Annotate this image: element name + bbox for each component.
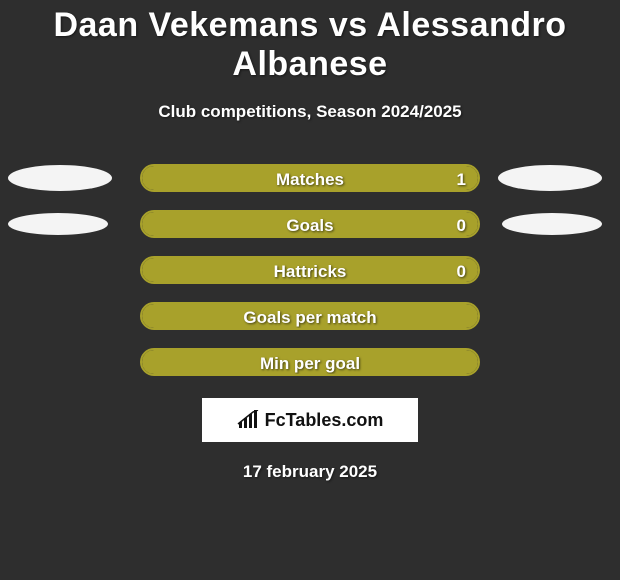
- stat-bar: Min per goal: [140, 348, 480, 376]
- stat-value: 0: [457, 258, 466, 284]
- right-ellipse: [498, 165, 602, 191]
- logo-box: FcTables.com: [202, 398, 418, 442]
- stat-label: Goals: [142, 212, 478, 238]
- bar-chart-icon: [237, 410, 261, 430]
- stat-row: Hattricks0: [0, 256, 620, 284]
- stat-label: Hattricks: [142, 258, 478, 284]
- stat-row: Goals0: [0, 210, 620, 238]
- stat-bar: Goals0: [140, 210, 480, 238]
- left-ellipse: [8, 213, 108, 235]
- stat-row: Min per goal: [0, 348, 620, 376]
- logo-text: FcTables.com: [265, 410, 384, 431]
- stat-bar: Hattricks0: [140, 256, 480, 284]
- stat-label: Min per goal: [142, 350, 478, 376]
- right-ellipse: [502, 213, 602, 235]
- left-ellipse: [8, 165, 112, 191]
- stat-label: Goals per match: [142, 304, 478, 330]
- stat-row: Goals per match: [0, 302, 620, 330]
- stat-bar: Goals per match: [140, 302, 480, 330]
- page-title: Daan Vekemans vs Alessandro Albanese: [0, 0, 620, 84]
- stat-value: 0: [457, 212, 466, 238]
- stat-value: 1: [457, 166, 466, 192]
- stat-rows: Matches1Goals0Hattricks0Goals per matchM…: [0, 164, 620, 376]
- page-subtitle: Club competitions, Season 2024/2025: [0, 102, 620, 122]
- stat-bar: Matches1: [140, 164, 480, 192]
- stat-row: Matches1: [0, 164, 620, 192]
- stat-label: Matches: [142, 166, 478, 192]
- date-text: 17 february 2025: [0, 462, 620, 482]
